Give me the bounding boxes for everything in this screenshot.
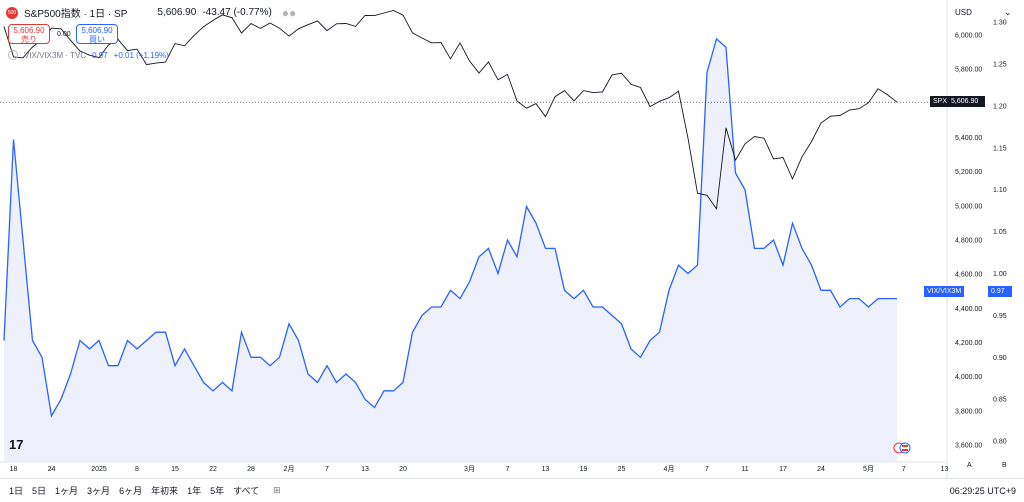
left-scale-tick: 3,600.00 (955, 442, 982, 449)
x-axis-tick: 18 (10, 466, 18, 473)
auto-scale-button[interactable]: A (967, 462, 972, 469)
left-scale-tick: 5,000.00 (955, 203, 982, 210)
sell-label: 売り (21, 35, 37, 44)
buy-price: 5,606.90 (81, 26, 113, 35)
left-scale-tick: 5,200.00 (955, 169, 982, 176)
x-axis-tick: 22 (209, 466, 217, 473)
x-axis-tick: 11 (741, 466, 748, 473)
x-axis-tick: 20 (399, 466, 407, 473)
date-range-icon[interactable]: ⊞ (273, 485, 281, 495)
vix-tag-label: VIX/VIX3M (924, 286, 965, 297)
vix-tag-value: 0.97 (988, 286, 1012, 297)
vix-area-fill (4, 38, 897, 463)
x-axis-tick: 8 (135, 466, 139, 473)
left-scale-tick: 5,800.00 (955, 67, 982, 74)
timeframe-ytd[interactable]: 年初来 (151, 486, 179, 496)
visibility-icon[interactable] (8, 50, 18, 60)
overlay-name: VIX/VIX3M · TVC (24, 50, 87, 60)
x-axis-tick: 13 (941, 466, 949, 473)
x-axis-tick: 2025 (91, 466, 107, 473)
left-scale-tick: 4,200.00 (955, 340, 982, 347)
last-price: 5,606.90 (157, 7, 197, 18)
x-axis-tick: 25 (618, 466, 626, 473)
spx-tag-value: 5,606.90 (948, 96, 985, 107)
spread-value: 0.00 (57, 31, 71, 38)
x-axis-tick: 24 (817, 466, 825, 473)
chart-canvas[interactable]: 6,000.005,800.005,600.005,400.005,200.00… (0, 0, 1024, 478)
buy-button[interactable]: 5,606.90 買い (76, 24, 118, 44)
chevron-down-icon[interactable]: ⌄ (1004, 7, 1012, 17)
right-scale-tick: 1.15 (993, 145, 1007, 152)
market-status-icon[interactable]: ●● (281, 5, 297, 20)
x-axis-tick: 7 (506, 466, 510, 473)
left-scale-tick: 4,600.00 (955, 272, 982, 279)
x-axis-tick: 15 (171, 466, 179, 473)
x-axis-tick: 3月 (464, 465, 475, 473)
tradingview-logo: 17 (9, 437, 24, 452)
vix-series-line[interactable] (3, 37, 897, 418)
spx-series-line[interactable] (3, 10, 898, 211)
timeframe-6m[interactable]: 6ヶ月 (119, 486, 143, 496)
spx-tag-label: SPX (930, 96, 951, 107)
x-axis-tick: 28 (247, 466, 255, 473)
right-scale-tick: 0.95 (993, 313, 1007, 320)
currency-label[interactable]: USD (955, 8, 972, 17)
x-axis-tick: 5月 (863, 465, 874, 473)
symbol-title[interactable]: S&P500指数 · 1日 · SP (24, 9, 128, 20)
flag-icon[interactable] (893, 441, 911, 455)
left-scale-tick: 4,400.00 (955, 306, 982, 313)
symbol-badge: 500 (6, 6, 18, 19)
left-scale-tick: 6,000.00 (955, 33, 982, 40)
x-axis-tick: 19 (580, 466, 588, 473)
timeframe-5y[interactable]: 5年 (210, 486, 225, 496)
right-scale-tick: 1.25 (993, 62, 1007, 69)
x-axis-tick: 24 (48, 466, 56, 473)
timeframe-1m[interactable]: 1ヶ月 (55, 486, 79, 496)
sell-button[interactable]: 5,606.90 売り (8, 24, 50, 44)
x-axis-tick: 17 (779, 466, 787, 473)
x-axis-tick: 7 (902, 466, 906, 473)
buy-label: 買い (89, 35, 105, 44)
main-legend[interactable]: 500 S&P500指数 · 1日 · SP 5,606.90 -43.47 (… (6, 5, 296, 20)
right-scale-tick: 0.90 (993, 355, 1007, 362)
right-scale-tick: 1.10 (993, 187, 1007, 194)
right-scale-tick: 1.05 (993, 229, 1007, 236)
left-scale-tick: 5,400.00 (955, 135, 982, 142)
x-axis-tick: 13 (361, 466, 369, 473)
x-axis-tick: 4月 (664, 465, 675, 473)
timeframe-1d[interactable]: 1日 (9, 486, 24, 496)
left-scale-tick: 3,800.00 (955, 408, 982, 415)
sell-price: 5,606.90 (13, 26, 45, 35)
right-scale-tick: 1.30 (993, 20, 1007, 27)
left-scale-tick: 4,000.00 (955, 374, 982, 381)
x-axis-tick: 2月 (284, 465, 295, 473)
right-scale-tick: 1.00 (993, 271, 1007, 278)
timeframe-list: 1日 5日 1ヶ月 3ヶ月 6ヶ月 年初来 1年 5年 すべて (0, 484, 259, 497)
overlay-legend[interactable]: VIX/VIX3M · TVC 0.97 +0.01 (+1.19%) (8, 50, 169, 60)
overlay-change: +0.01 (+1.19%) (113, 50, 169, 60)
right-scale-tick: 0.80 (993, 439, 1007, 446)
timeframe-5d[interactable]: 5日 (32, 486, 47, 496)
plot-area[interactable] (0, 10, 947, 463)
right-scale-tick: 1.20 (993, 103, 1007, 110)
timeframe-all[interactable]: すべて (233, 486, 260, 496)
timeframe-3m[interactable]: 3ヶ月 (87, 486, 111, 496)
timeframe-1y[interactable]: 1年 (187, 486, 202, 496)
left-scale-tick: 4,800.00 (955, 238, 982, 245)
price-change: -43.47 (-0.77%) (202, 7, 272, 18)
right-scale-tick: 0.85 (993, 397, 1007, 404)
log-scale-button[interactable]: B (1002, 462, 1007, 469)
x-axis-tick: 7 (325, 466, 329, 473)
x-axis-tick: 13 (542, 466, 550, 473)
bottom-toolbar: 1日 5日 1ヶ月 3ヶ月 6ヶ月 年初来 1年 5年 すべて ⊞ 06:29:… (0, 478, 1024, 502)
x-axis-tick: 7 (705, 466, 709, 473)
clock[interactable]: 06:29:25 UTC+9 (949, 485, 1016, 496)
overlay-value: 0.97 (92, 50, 108, 60)
